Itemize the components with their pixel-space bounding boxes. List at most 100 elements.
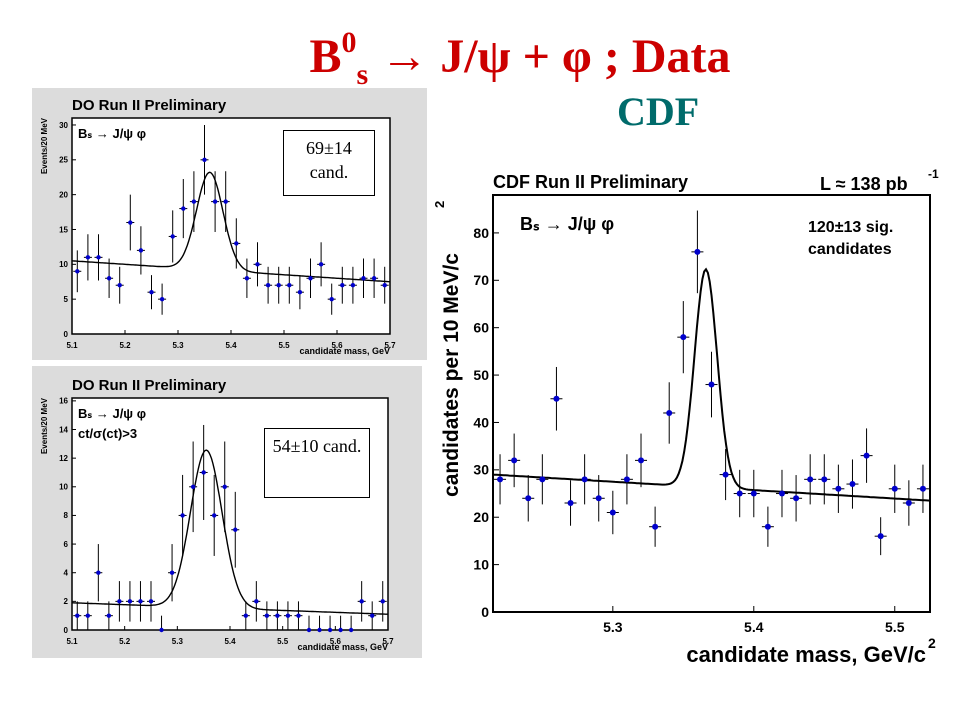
- data-point: [178, 474, 187, 556]
- data-point: [522, 475, 535, 522]
- data-point: [564, 480, 577, 526]
- data-point: [274, 266, 283, 304]
- data-point: [874, 517, 887, 556]
- data-point: [221, 171, 230, 232]
- data-point: [264, 266, 273, 304]
- data-point: [262, 601, 271, 630]
- data-marker: [306, 627, 312, 633]
- data-marker: [233, 527, 238, 532]
- data-point: [104, 601, 113, 630]
- data-marker: [380, 599, 385, 604]
- x-axis-label-superscript: 2: [928, 635, 936, 651]
- y-tick-label: 10: [473, 557, 489, 573]
- cut-label: ct/σ(ct)>3: [78, 426, 137, 441]
- x-tick-label: 5.2: [119, 637, 131, 646]
- data-marker: [371, 276, 377, 281]
- data-marker: [919, 485, 926, 492]
- data-marker: [106, 613, 112, 618]
- x-tick-label: 5.5: [885, 619, 905, 635]
- data-marker: [863, 452, 870, 459]
- data-point: [888, 464, 901, 513]
- data-marker: [96, 570, 101, 575]
- data-marker: [75, 613, 80, 618]
- data-point: [317, 242, 326, 287]
- data-marker: [736, 490, 743, 497]
- data-point: [315, 615, 324, 633]
- data-point: [168, 210, 177, 263]
- data-marker: [553, 395, 560, 402]
- data-marker: [340, 283, 345, 288]
- data-point: [241, 601, 250, 630]
- data-marker: [778, 490, 785, 497]
- data-point: [347, 615, 356, 633]
- plot-title: DO Run II Preliminary: [72, 97, 227, 114]
- data-marker: [265, 283, 271, 288]
- data-point: [94, 544, 103, 602]
- x-tick-label: 5.7: [382, 637, 394, 646]
- x-axis-label: candidate mass, GeV: [297, 642, 388, 652]
- data-marker: [318, 262, 324, 267]
- data-point: [606, 490, 619, 535]
- fit-curve: [71, 171, 390, 283]
- data-marker: [223, 199, 228, 204]
- data-point: [804, 454, 817, 505]
- data-marker: [212, 513, 217, 518]
- data-point: [306, 258, 315, 298]
- data-marker: [149, 289, 154, 295]
- data-marker: [297, 289, 303, 295]
- data-marker: [296, 613, 301, 618]
- x-axis-label: candidate mass, GeV: [299, 346, 390, 356]
- data-marker: [96, 255, 101, 260]
- data-point: [326, 615, 335, 633]
- fit-curve: [492, 267, 931, 502]
- data-marker: [807, 476, 814, 483]
- plot-title: CDF Run II Preliminary: [493, 172, 688, 192]
- decay-label: Bₛ → J/ψ φ: [78, 126, 146, 141]
- x-tick-label: 5.4: [225, 341, 237, 350]
- y-tick-label: 0: [64, 626, 69, 635]
- data-point: [790, 475, 803, 522]
- data-marker: [623, 476, 630, 483]
- y-axis-label: Events/20 MeV: [40, 117, 49, 174]
- data-point: [536, 454, 549, 505]
- data-marker: [287, 283, 292, 288]
- data-marker: [370, 613, 375, 618]
- data-marker: [361, 276, 366, 281]
- data-marker: [382, 283, 387, 288]
- data-point: [200, 124, 209, 195]
- y-tick-label: 14: [59, 425, 68, 434]
- data-point: [860, 428, 873, 483]
- luminosity-label: L ≈ 138 pb: [820, 174, 908, 194]
- data-marker: [264, 613, 270, 618]
- data-marker: [764, 523, 771, 530]
- data-marker: [254, 599, 259, 604]
- data-marker: [202, 157, 207, 163]
- y-tick-label: 20: [473, 509, 489, 525]
- data-point: [231, 491, 240, 568]
- x-tick-label: 5.3: [603, 619, 623, 635]
- data-point: [368, 601, 377, 630]
- x-tick-label: 5.2: [119, 341, 131, 350]
- data-point: [83, 234, 92, 281]
- data-point: [508, 433, 521, 488]
- d0-plot-lifetime-cut: 0 2 4 6 8 10 12 14 16 5.1 5.2 5.3 5.4 5.5 5.6 5.7 DO Run…: [32, 366, 422, 658]
- data-marker: [191, 199, 197, 204]
- data-marker: [180, 513, 185, 518]
- data-point: [380, 266, 389, 304]
- x-tick-label: 5.4: [224, 637, 236, 646]
- y-tick-label: 4: [64, 569, 69, 578]
- data-marker: [849, 481, 856, 488]
- data-point: [336, 615, 345, 633]
- data-point: [179, 179, 188, 239]
- y-tick-label: 10: [59, 483, 68, 492]
- data-point: [273, 601, 282, 630]
- data-marker: [212, 199, 218, 204]
- data-point: [189, 441, 198, 533]
- luminosity-superscript: -1: [928, 167, 939, 181]
- data-point: [818, 454, 831, 505]
- data-point: [677, 301, 690, 374]
- data-point: [94, 234, 103, 281]
- data-marker: [159, 296, 165, 302]
- y-tick-label: 20: [59, 190, 68, 199]
- data-marker: [255, 262, 260, 267]
